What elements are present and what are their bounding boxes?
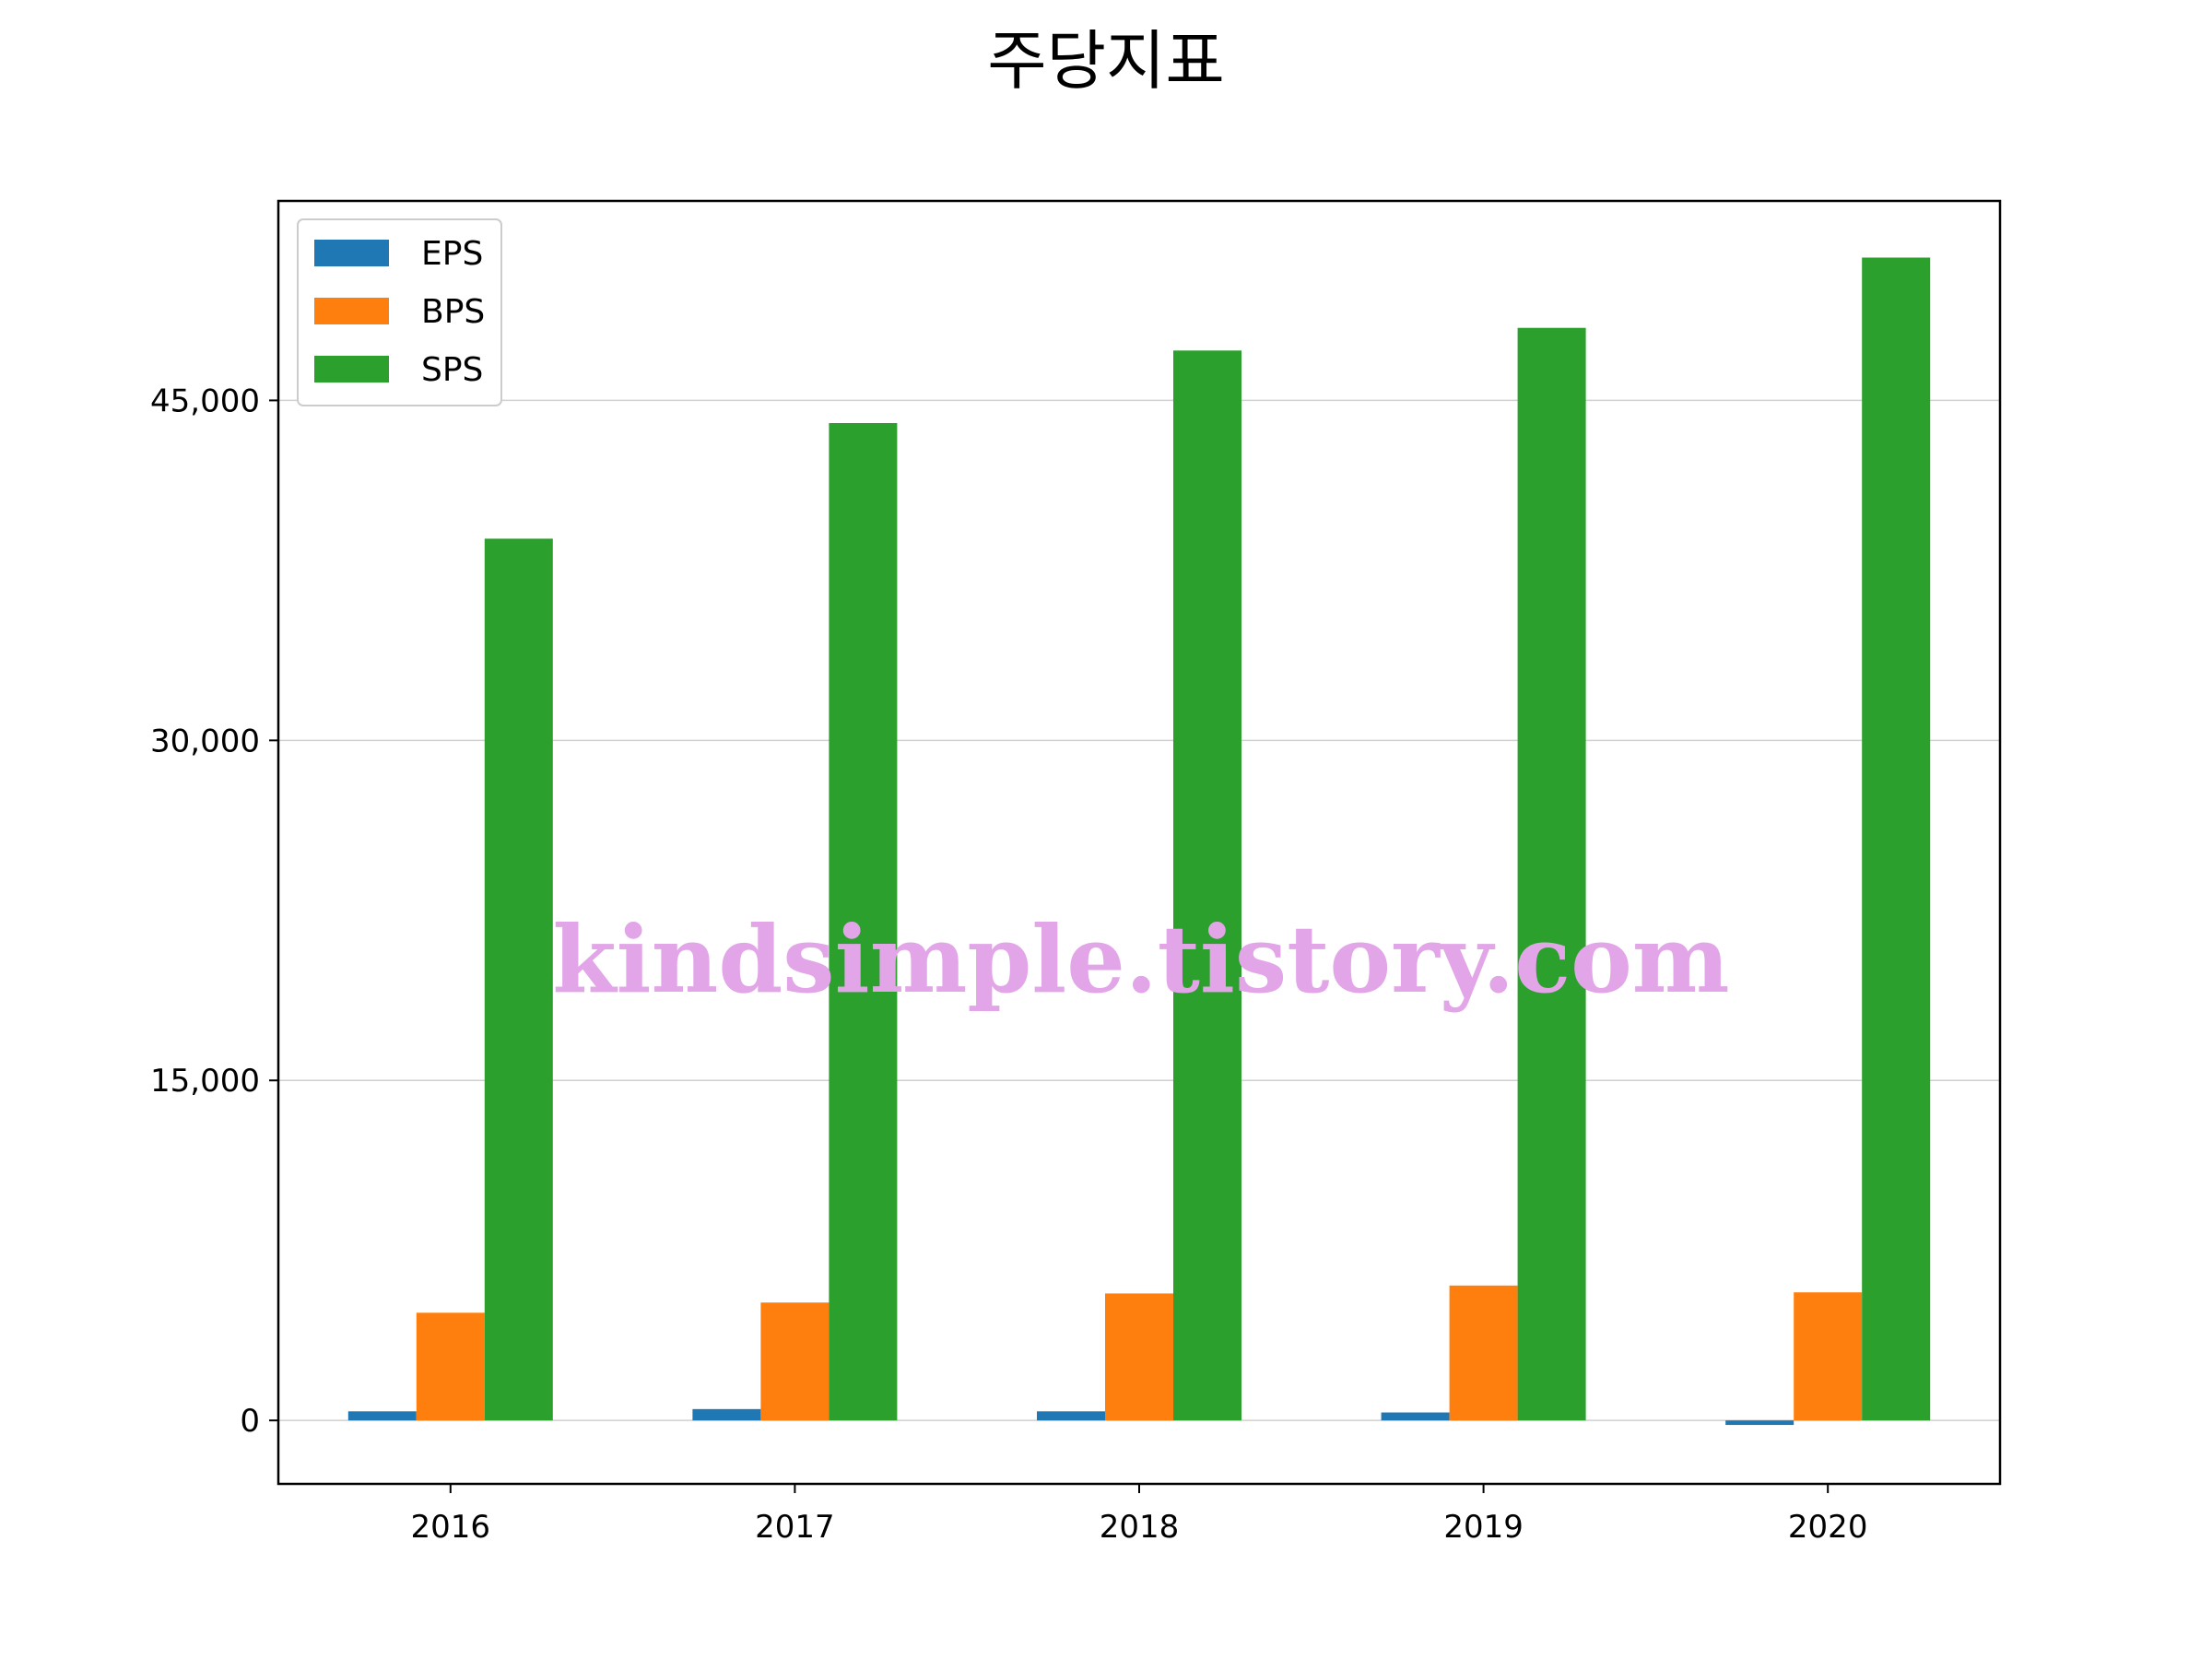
- bar-bps-2018: [1105, 1293, 1173, 1421]
- legend-swatch-sps: [314, 356, 389, 382]
- y-tick-label: 30,000: [150, 723, 260, 759]
- x-tick-label: 2019: [1443, 1509, 1524, 1546]
- legend: EPS BPS SPS: [297, 218, 502, 406]
- bar-bps-2016: [416, 1312, 485, 1421]
- x-tick-label: 2016: [411, 1509, 491, 1546]
- bar-sps-2018: [1173, 350, 1241, 1421]
- x-tick-label: 2018: [1100, 1509, 1180, 1546]
- y-tick-label: 15,000: [150, 1063, 260, 1100]
- bar-bps-2019: [1449, 1285, 1518, 1421]
- watermark: kindsimple.tistory.com: [552, 905, 1729, 1014]
- legend-swatch-eps: [314, 240, 389, 266]
- bar-eps-2019: [1381, 1412, 1450, 1421]
- bar-sps-2017: [829, 423, 898, 1421]
- bar-eps-2020: [1725, 1420, 1794, 1426]
- x-tick-label: 2020: [1788, 1509, 1868, 1546]
- x-axis: 2016 2017 2018 2019 2020: [411, 1484, 1868, 1546]
- bar-sps-2019: [1517, 327, 1586, 1421]
- bar-eps-2017: [692, 1408, 761, 1421]
- legend-swatch-bps: [314, 298, 389, 324]
- x-tick-label: 2017: [755, 1509, 835, 1546]
- bar-bps-2020: [1794, 1292, 1863, 1421]
- plot-frame: [276, 199, 2002, 1486]
- y-tick-label: 0: [240, 1403, 260, 1440]
- bar-bps-2017: [760, 1302, 830, 1421]
- y-axis: 0 15,000 30,000 45,000: [150, 382, 278, 1440]
- bar-sps-2020: [1862, 257, 1931, 1421]
- chart-title: 주당지표: [987, 23, 1225, 99]
- legend-label-eps: EPS: [421, 235, 483, 273]
- legend-label-sps: SPS: [421, 351, 483, 389]
- bar-eps-2016: [347, 1411, 417, 1421]
- bar-eps-2018: [1037, 1411, 1105, 1421]
- bar-sps-2016: [484, 538, 553, 1421]
- legend-label-bps: BPS: [421, 293, 485, 331]
- y-tick-label: 45,000: [150, 382, 260, 419]
- bars: [347, 257, 1931, 1426]
